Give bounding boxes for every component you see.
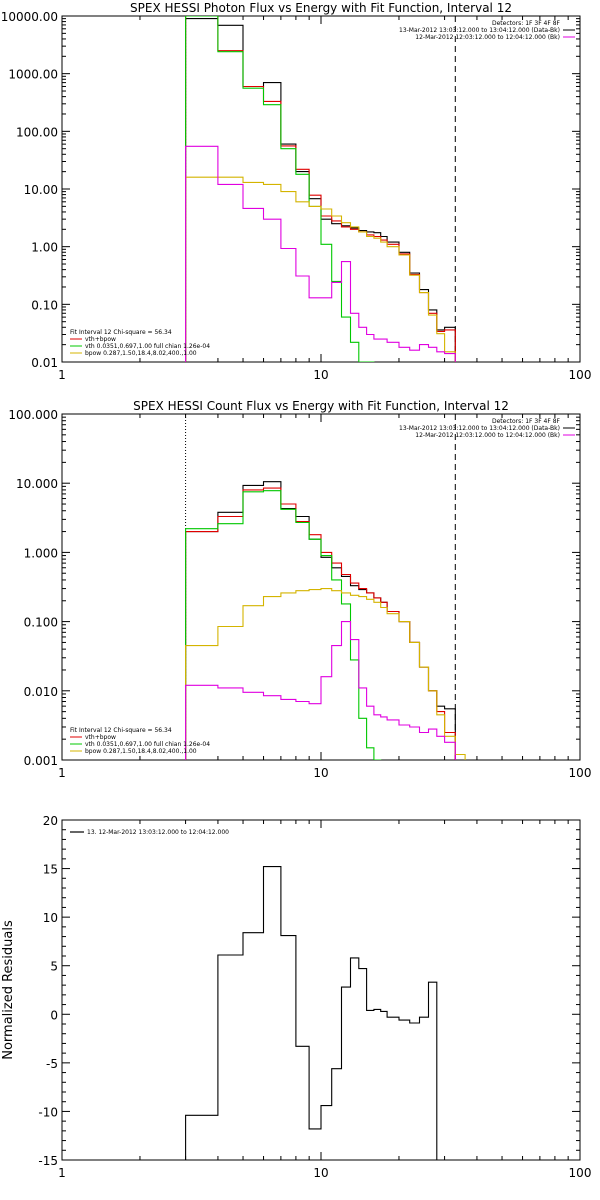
x-tick-label: 10 [313, 368, 328, 382]
info-line: 12-Mar-2012 12:03:12.000 to 12:04:12.000… [415, 432, 560, 439]
y-tick-label: 0.010 [24, 685, 58, 699]
series-line-vth [185, 16, 375, 362]
series-line-bk [185, 145, 456, 362]
series-line-data-bk [185, 18, 456, 362]
x-tick-label: 1 [58, 766, 66, 780]
fit-label: Fit Interval 12 Chi-square = 56.34 [70, 727, 172, 734]
y-tick-label: 10 [43, 911, 58, 925]
y-axis-label: Normalized Residuals [1, 920, 16, 1060]
legend-entry: vth 0.0351,0.697,1.00 full chian 1.26e-0… [85, 741, 210, 748]
y-tick-label: -15 [38, 1154, 58, 1168]
y-tick-label: 0 [50, 1008, 58, 1022]
legend-entry: vth+bpow [85, 734, 116, 741]
y-tick-label: -5 [46, 1057, 58, 1071]
series-line-13-12-mar-2012-13-03-12-000-to-12-04-12-000 [185, 866, 438, 1160]
chart-panel-3: 1 10 100 -15 -10 -5 0 5 10 15 20 Normalized Residua… [1, 814, 591, 1180]
chart-panel-1: SPEX HESSI Photon Flux vs Energy with Fi… [1, 1, 592, 382]
x-tick-label: 1 [58, 368, 66, 382]
x-tick-label: 100 [569, 368, 592, 382]
y-tick-label: 20 [43, 814, 58, 828]
legend-entry: vth 0.0351,0.697,1.00 full chian 1.26e-0… [85, 343, 210, 350]
series-line-vth-bpow [185, 16, 456, 362]
legend-entry: bpow 0.287,1.50,18.4,8.02,400.,1.00 [85, 350, 197, 357]
data-series-group [185, 866, 438, 1160]
legend-entry: bpow 0.287,1.50,18.4,8.02,400.,1.00 [85, 748, 197, 755]
y-tick-label: 10000.00 [1, 10, 58, 24]
info-line: 12-Mar-2012 12:03:12.000 to 12:04:12.000… [415, 34, 560, 41]
chart-panel-2: SPEX HESSI Count Flux vs Energy with Fit… [8, 399, 591, 780]
chart-title: SPEX HESSI Count Flux vs Energy with Fit… [133, 399, 509, 413]
series-line-bpow [185, 588, 466, 760]
info-line: Detectors: 1F 3F 4F 8F [492, 20, 561, 27]
data-series-group [185, 16, 456, 362]
y-tick-label: 100.00 [16, 125, 58, 139]
series-line-bpow [185, 176, 456, 362]
y-tick-label: 15 [43, 863, 58, 877]
y-tick-label: 0.01 [31, 356, 58, 370]
plot-frame [61, 413, 581, 761]
legend-entry: 13. 12-Mar-2012 13:03:12.000 to 12:04:12… [87, 829, 229, 836]
info-line: 13-Mar-2012 13:03:12.000 to 13:04:12.000… [399, 425, 560, 432]
plot-frame [61, 15, 581, 363]
legend-entry: vth+bpow [85, 336, 116, 343]
y-tick-label: -10 [38, 1105, 58, 1119]
y-tick-label: 10.000 [16, 477, 58, 491]
data-series-group [185, 481, 466, 760]
x-tick-label: 1 [58, 1166, 66, 1180]
y-tick-label: 5 [50, 960, 58, 974]
info-line: 13-Mar-2012 13:03:12.000 to 13:04:12.000… [399, 27, 560, 34]
y-tick-label: 0.10 [31, 298, 58, 312]
y-tick-label: 10.00 [24, 183, 58, 197]
y-tick-label: 0.001 [24, 754, 58, 768]
y-tick-label: 1.000 [24, 546, 58, 560]
x-tick-label: 10 [313, 1166, 328, 1180]
y-tick-label: 1.00 [31, 241, 58, 255]
x-tick-label: 100 [569, 766, 592, 780]
series-line-vth [185, 490, 382, 760]
x-tick-label: 100 [569, 1166, 592, 1180]
y-tick-label: 100.000 [8, 408, 58, 422]
x-tick-label: 10 [313, 766, 328, 780]
chart-title: SPEX HESSI Photon Flux vs Energy with Fi… [130, 1, 512, 15]
y-tick-label: 1000.00 [8, 68, 58, 82]
fit-label: Fit Interval 12 Chi-square = 56.34 [70, 329, 172, 336]
series-line-bk [185, 621, 456, 760]
y-tick-label: 0.100 [24, 616, 58, 630]
info-line: Detectors: 1F 3F 4F 8F [492, 418, 561, 425]
